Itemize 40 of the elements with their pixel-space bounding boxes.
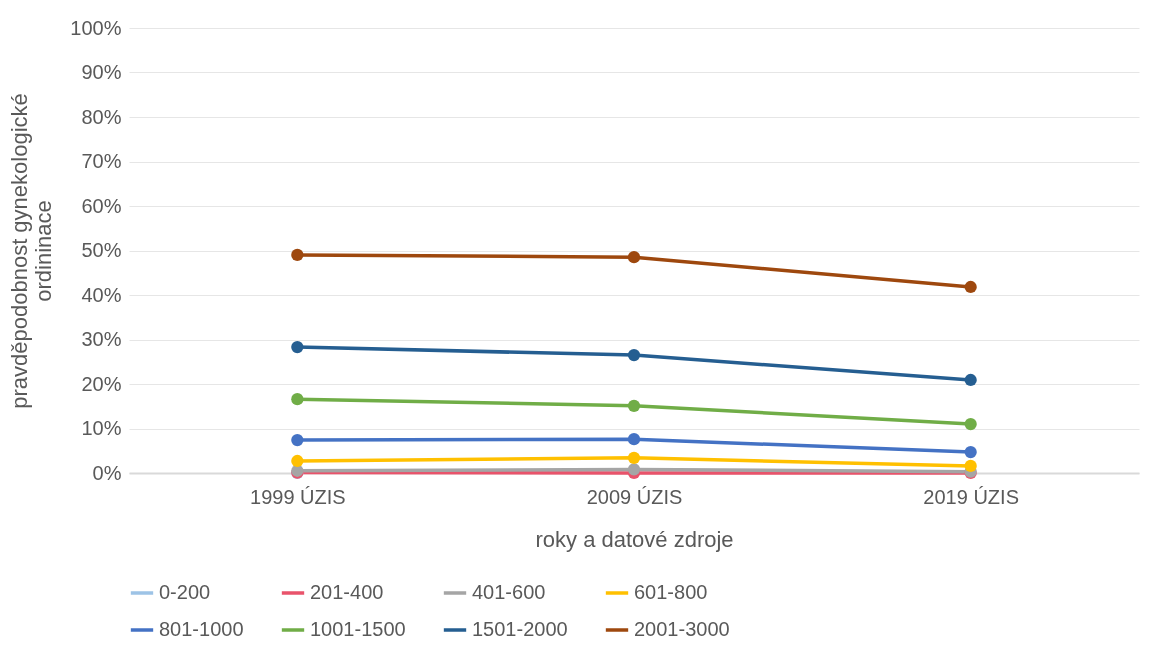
legend-label: 0-200: [159, 581, 211, 603]
point: [291, 248, 304, 262]
y-axis-title: pravděpodobnost gynekologické ordininace: [7, 93, 57, 409]
point: [291, 454, 304, 468]
legend-label: 801-1000: [159, 618, 244, 640]
legend-label: 1501-2000: [472, 618, 568, 640]
point: [291, 393, 304, 406]
legend-label: 401-600: [472, 581, 546, 603]
y-tick-label: 70%: [81, 150, 122, 172]
legend-label: 201-400: [310, 581, 384, 603]
x-tick-label: 1999 ÚZIS: [250, 485, 346, 508]
point: [291, 433, 304, 447]
y-tick-label: 60%: [81, 194, 122, 217]
y-tick-label: 100%: [70, 16, 122, 39]
point: [627, 399, 641, 412]
y-tick-label: 80%: [81, 105, 122, 128]
point: [627, 463, 641, 476]
legend-label: 601-800: [634, 581, 708, 603]
x-axis-title: roky a datové zdroje: [535, 526, 734, 552]
x-tick-label: 2009 ÚZIS: [586, 485, 683, 508]
point: [964, 417, 977, 431]
point: [964, 280, 977, 294]
point: [627, 348, 641, 362]
y-tick-label: 30%: [81, 328, 122, 350]
point: [627, 451, 641, 464]
point: [964, 445, 977, 459]
y-tick-label: 20%: [81, 372, 122, 395]
legend-label: 1001-1500: [310, 618, 406, 640]
point: [627, 433, 641, 446]
point: [627, 251, 641, 264]
point: [964, 373, 977, 387]
x-tick-label: 2019 ÚZIS: [923, 485, 1019, 508]
point: [291, 340, 304, 354]
y-tick-label: 0%: [92, 461, 122, 484]
y-tick-label: 90%: [81, 61, 122, 83]
y-tick-label: 50%: [81, 239, 122, 261]
y-tick-label: 10%: [81, 417, 122, 439]
y-tick-label: 40%: [81, 283, 122, 306]
legend-label: 2001-3000: [634, 618, 730, 640]
point: [964, 459, 977, 472]
